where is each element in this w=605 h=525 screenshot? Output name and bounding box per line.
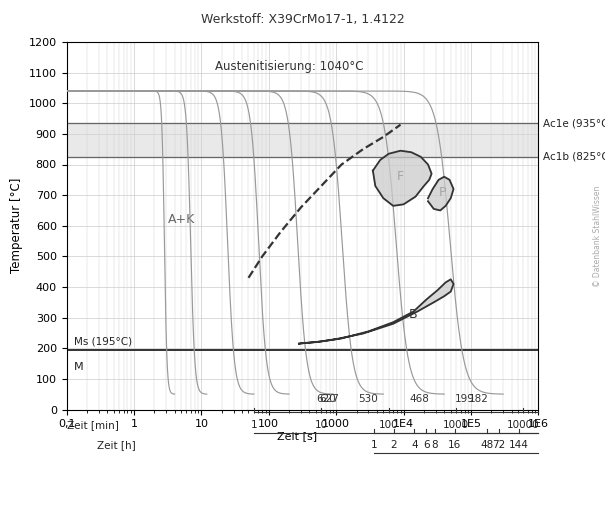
Text: B: B bbox=[409, 308, 418, 321]
Text: 2: 2 bbox=[391, 440, 397, 450]
Text: 16: 16 bbox=[448, 440, 462, 450]
Text: 1000: 1000 bbox=[443, 420, 469, 430]
Text: Werkstoff: X39CrMo17-1, 1.4122: Werkstoff: X39CrMo17-1, 1.4122 bbox=[201, 13, 404, 26]
Text: P: P bbox=[439, 185, 446, 198]
Text: 182: 182 bbox=[469, 394, 489, 404]
Text: © Datenbank StahlWissen: © Datenbank StahlWissen bbox=[593, 185, 602, 287]
Y-axis label: Temperatur [°C]: Temperatur [°C] bbox=[10, 178, 23, 274]
Text: 4: 4 bbox=[411, 440, 417, 450]
Text: F: F bbox=[397, 170, 404, 183]
Text: Ms (195°C): Ms (195°C) bbox=[74, 337, 132, 347]
X-axis label: Zeit [s]   : Zeit [s] bbox=[277, 430, 328, 440]
Text: Ac1b (825°C): Ac1b (825°C) bbox=[543, 152, 605, 162]
Polygon shape bbox=[299, 279, 454, 344]
Text: M: M bbox=[74, 362, 84, 372]
Polygon shape bbox=[428, 177, 454, 211]
Polygon shape bbox=[373, 151, 431, 206]
Text: 627: 627 bbox=[319, 394, 339, 404]
Text: 10: 10 bbox=[315, 420, 328, 430]
Bar bbox=[67, 123, 538, 157]
Text: Zeit [h]: Zeit [h] bbox=[97, 440, 136, 450]
Text: 468: 468 bbox=[409, 394, 429, 404]
Text: 144: 144 bbox=[509, 440, 529, 450]
Text: 48: 48 bbox=[480, 440, 494, 450]
Text: Zeit [min]: Zeit [min] bbox=[67, 420, 119, 430]
Text: 199: 199 bbox=[454, 394, 474, 404]
Text: 620: 620 bbox=[316, 394, 336, 404]
Text: 6: 6 bbox=[423, 440, 430, 450]
Text: 1: 1 bbox=[250, 420, 257, 430]
Text: Austenitisierung: 1040°C: Austenitisierung: 1040°C bbox=[215, 60, 364, 73]
Text: 10000: 10000 bbox=[507, 420, 540, 430]
Text: Ac1e (935°C): Ac1e (935°C) bbox=[543, 118, 605, 128]
Text: 100: 100 bbox=[379, 420, 399, 430]
Text: 8: 8 bbox=[431, 440, 438, 450]
Text: 530: 530 bbox=[359, 394, 378, 404]
Text: A+K: A+K bbox=[168, 213, 195, 226]
Text: 72: 72 bbox=[492, 440, 506, 450]
Text: 1: 1 bbox=[370, 440, 377, 450]
